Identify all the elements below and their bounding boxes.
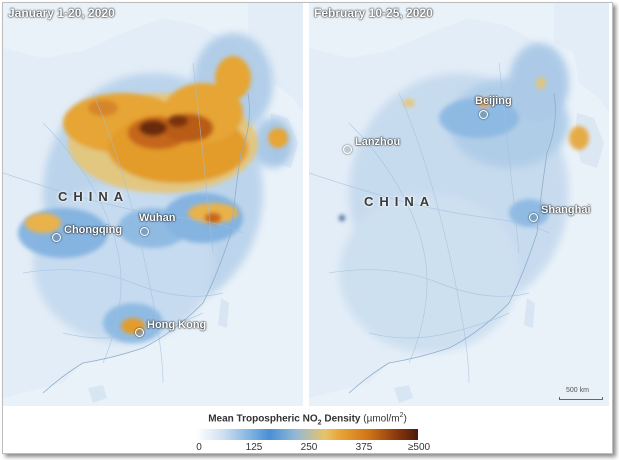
scale-bar-label: 500 km: [566, 387, 589, 394]
legend-tick: 375: [355, 442, 373, 453]
country-label: CHINA: [58, 189, 130, 204]
scale-bar: 500 km: [559, 387, 607, 401]
city-marker-icon: [479, 109, 488, 119]
color-legend: Mean Tropospheric NO2 Density (µmol/m2) …: [3, 406, 612, 453]
legend-tick: 250: [300, 442, 318, 453]
city-name: Beijing: [475, 95, 512, 107]
legend-unit-open: (µmol/m: [360, 413, 400, 425]
scale-bar-line: [559, 397, 603, 400]
city-name: Shanghai: [541, 204, 591, 216]
city-marker-icon: [343, 144, 352, 154]
date-label: January 1-20, 2020: [8, 6, 115, 20]
city-marker-icon: [140, 226, 149, 236]
city-marker-beijing: [479, 107, 491, 121]
city-marker-icon: [52, 232, 61, 242]
legend-title-subscript: 2: [317, 419, 322, 427]
map-figure: January 1-20, 2020 CHINA Wuhan Chongqing…: [2, 2, 613, 454]
city-label-shanghai: Shanghai: [529, 203, 591, 222]
country-label: CHINA: [364, 194, 436, 209]
map-panel-february: February 10-25, 2020 CHINA Beijing Lanzh…: [309, 3, 609, 406]
city-marker-icon: [529, 212, 538, 222]
date-label: February 10-25, 2020: [314, 6, 433, 20]
city-name: Wuhan: [139, 212, 176, 224]
city-name: Chongqing: [64, 224, 123, 236]
legend-color-ramp: [196, 429, 418, 440]
city-label-chongqing: Chongqing: [52, 223, 123, 242]
city-label-lanzhou: Lanzhou: [343, 135, 401, 154]
no2-map-february: [309, 3, 609, 406]
city-label-wuhan: Wuhan: [139, 211, 175, 225]
legend-tick: 125: [245, 442, 263, 453]
legend-title-prefix: Mean Tropospheric NO: [208, 413, 318, 425]
legend-tick: ≥500: [407, 442, 431, 453]
legend-title-suffix: Density: [321, 413, 361, 425]
no2-map-january: [3, 3, 303, 406]
city-marker-wuhan: [140, 224, 152, 238]
city-name: Lanzhou: [355, 136, 401, 148]
legend-title: Mean Tropospheric NO2 Density (µmol/m2): [3, 412, 612, 426]
legend-unit-sup: 2: [399, 412, 404, 419]
map-panel-january: January 1-20, 2020 CHINA Wuhan Chongqing…: [3, 3, 303, 406]
legend-unit-close: ): [403, 413, 407, 425]
legend-tick: 0: [196, 442, 202, 453]
city-label-beijing: Beijing: [475, 94, 512, 108]
city-marker-icon: [135, 327, 144, 337]
city-name: Hong Kong: [147, 319, 207, 331]
city-label-hong-kong: Hong Kong: [135, 318, 207, 337]
